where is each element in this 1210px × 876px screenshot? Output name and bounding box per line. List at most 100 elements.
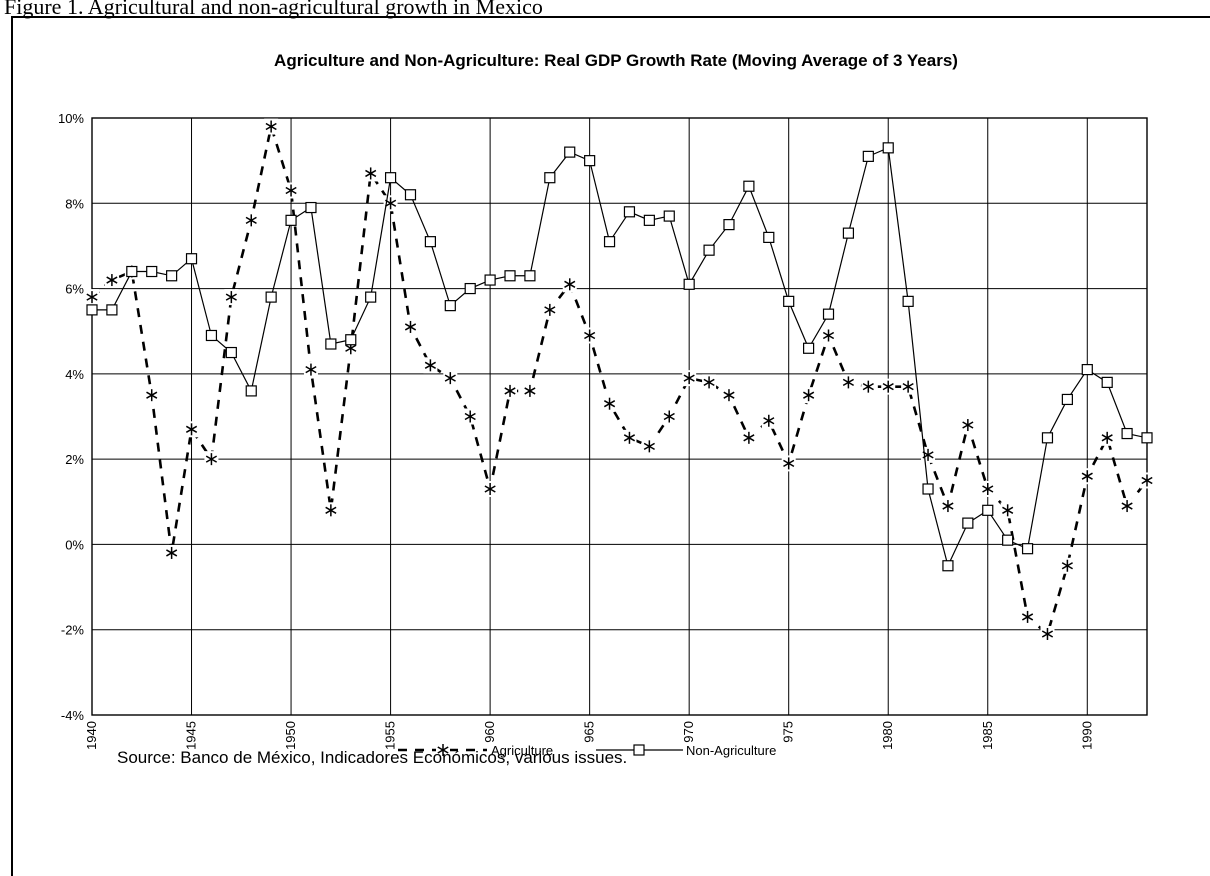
agriculture-point: [404, 320, 417, 333]
non-agriculture-point: [146, 265, 158, 278]
series-non-agriculture: [86, 142, 1153, 572]
non-agriculture-point: [842, 227, 855, 239]
y-tick-label: 2%: [65, 452, 84, 467]
agriculture-point: [484, 482, 496, 495]
agriculture-point: [325, 504, 337, 517]
non-agriculture-point: [1002, 534, 1014, 546]
agriculture-point: [444, 372, 456, 385]
non-agriculture-point: [166, 270, 178, 282]
agriculture-point: [1061, 559, 1073, 572]
non-agriculture-point: [544, 172, 556, 184]
agriculture-point: [643, 440, 655, 453]
y-tick-label: -4%: [61, 708, 85, 723]
x-tick-label: 970: [681, 721, 696, 743]
non-agriculture-point: [424, 236, 436, 248]
plot-area: [91, 117, 1148, 716]
figure-caption: Figure 1. Agricultural and non-agricultu…: [4, 0, 543, 19]
x-tick-label: 1940: [84, 721, 99, 750]
non-agriculture-point: [564, 146, 576, 158]
non-agriculture-point: [464, 282, 476, 295]
non-agriculture-point: [205, 329, 218, 342]
agriculture-point: [185, 423, 198, 436]
non-agriculture-point: [305, 201, 317, 214]
non-agriculture-point: [763, 231, 775, 243]
y-tick-label: -2%: [61, 623, 85, 638]
agriculture-point: [1141, 474, 1153, 487]
non-agriculture-point: [902, 295, 914, 307]
x-axis-ticks: 1940 1945 1950 1955 960 965 970 975 1980 1985 1990: [84, 721, 1094, 750]
agriculture-point: [942, 500, 954, 513]
non-agriculture-point: [185, 253, 198, 265]
series-agriculture: [85, 118, 1154, 642]
agriculture-point: [245, 214, 257, 227]
non-agriculture-point: [663, 210, 675, 222]
agriculture-point: [464, 410, 476, 423]
non-agriculture-point: [723, 219, 735, 231]
non-agriculture-point: [345, 334, 357, 346]
non-agriculture-point: [245, 385, 257, 397]
non-agriculture-point: [325, 338, 337, 350]
agriculture-point: [265, 120, 277, 133]
non-agriculture-point: [862, 150, 874, 162]
source-note: Source: Banco de México, Indicadores Eco…: [117, 748, 627, 767]
gridlines: [92, 118, 1147, 715]
non-agriculture-point: [1121, 427, 1133, 440]
agriculture-point: [822, 329, 835, 342]
non-agriculture-point: [783, 295, 795, 307]
agriculture-point: [424, 359, 436, 372]
y-tick-label: 4%: [65, 367, 84, 382]
non-agriculture-point: [524, 270, 536, 282]
agriculture-point: [763, 414, 775, 427]
agriculture-point: [285, 184, 297, 197]
agriculture-point: [365, 167, 377, 180]
agriculture-point: [783, 457, 795, 470]
x-tick-label: 1945: [184, 721, 199, 750]
agriculture-point: [1041, 627, 1054, 640]
agriculture-point: [1002, 504, 1014, 517]
y-tick-label: 10%: [58, 111, 84, 126]
agriculture-point: [1101, 431, 1113, 444]
non-agriculture-point: [1081, 363, 1093, 376]
agriculture-point: [882, 380, 894, 393]
non-agriculture-point: [1061, 393, 1073, 406]
agriculture-point: [842, 376, 855, 389]
legend: Agriculture Non-Agriculture: [398, 742, 776, 758]
agriculture-point: [544, 303, 556, 316]
non-agriculture-point: [623, 206, 636, 218]
x-tick-label: 975: [781, 721, 796, 743]
non-agriculture-point: [882, 142, 894, 154]
figure-frame: [11, 16, 1210, 876]
y-tick-label: 0%: [65, 537, 84, 552]
non-agriculture-point: [743, 180, 755, 192]
agriculture-point: [723, 389, 735, 402]
agriculture-point: [683, 372, 695, 385]
agriculture-point: [703, 376, 715, 389]
agriculture-point: [603, 397, 616, 410]
agriculture-point: [743, 431, 755, 444]
non-agriculture-point: [822, 308, 835, 320]
x-tick-label: 1985: [980, 721, 995, 750]
non-agriculture-point: [584, 155, 596, 167]
non-agriculture-point: [603, 236, 616, 248]
y-tick-label: 8%: [65, 196, 84, 211]
agriculture-point: [305, 363, 317, 376]
non-agriculture-point: [265, 291, 277, 303]
non-agriculture-point: [942, 560, 954, 572]
non-agriculture-point: [225, 346, 237, 359]
x-tick-label: 1950: [283, 721, 298, 750]
agriculture-point: [205, 453, 218, 466]
y-axis-ticks: -4% -2% 0% 2% 4% 6% 8% 10%: [58, 111, 84, 723]
non-agriculture-point: [384, 172, 397, 184]
non-agriculture-point: [404, 189, 417, 201]
agriculture-point: [1081, 470, 1093, 483]
agriculture-point: [564, 278, 576, 291]
non-agriculture-point: [803, 342, 815, 354]
y-tick-label: 6%: [65, 282, 84, 297]
non-agriculture-point: [365, 291, 377, 303]
non-agriculture-point: [962, 517, 974, 529]
agriculture-point: [106, 274, 118, 287]
non-agriculture-point: [703, 244, 715, 256]
agriculture-point: [225, 291, 237, 304]
legend-non-agriculture-marker: [633, 744, 645, 756]
agriculture-point: [166, 546, 178, 559]
